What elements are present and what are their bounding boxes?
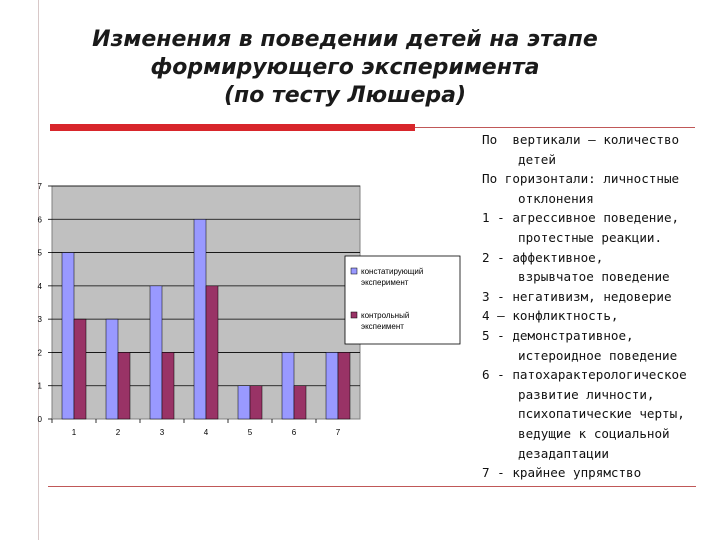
legend-label: констатирующий: [361, 267, 423, 276]
note-line: ведущие к социальной: [518, 425, 670, 441]
y-tick-label: 7: [38, 182, 43, 191]
x-tick-label: 7: [336, 428, 341, 437]
note-line: 3 - негативизм, недоверие: [482, 288, 672, 304]
note-line: развитие личности,: [518, 386, 655, 402]
bar-series-1: [281, 352, 295, 420]
bar-series-2: [117, 352, 131, 420]
x-tick-label: 2: [116, 428, 121, 437]
note-line: детей: [518, 151, 556, 167]
bar-series-2: [337, 352, 351, 420]
legend-swatch-1: [350, 267, 358, 275]
left-margin-line: [38, 0, 39, 540]
title-line-1: Изменения в поведении детей на этапе: [92, 27, 598, 52]
bar-series-2: [73, 318, 87, 420]
accent-bar: [50, 124, 415, 131]
note-line: дезадаптации: [518, 445, 609, 461]
note-line: 4 – конфликтность,: [482, 308, 619, 324]
divider-top: [415, 127, 695, 128]
note-line: психопатические черты,: [518, 406, 685, 422]
y-tick-label: 3: [38, 315, 43, 324]
x-tick-label: 5: [248, 428, 253, 437]
divider-bottom: [48, 486, 696, 487]
note-line: взрывчатое поведение: [518, 269, 670, 285]
y-tick-label: 6: [38, 215, 43, 224]
note-line: истероидное поведение: [518, 347, 678, 363]
x-tick-label: 6: [292, 428, 297, 437]
x-tick-label: 3: [160, 428, 165, 437]
bar-series-1: [193, 219, 207, 420]
bar-chart: 0 1 2 3 4 5 6 7 1 2 3 4 5 6 7 констатирующий эксперимент…: [38, 182, 461, 437]
legend-box: [344, 255, 461, 345]
bar-series-1: [105, 318, 119, 420]
bar-series-1: [325, 352, 339, 420]
bar-series-2: [293, 385, 307, 420]
x-tick-label: 1: [72, 428, 77, 437]
bar-series-1: [237, 385, 251, 420]
note-line: 5 - демонстративное,: [482, 327, 634, 343]
bar-series-1: [149, 285, 163, 420]
legend-notes: По вертикали – количество детей По горизон…: [482, 130, 714, 483]
bar-series-2: [161, 352, 175, 420]
note-line: протестные реакции.: [518, 229, 663, 245]
note-line: 2 - аффективное,: [482, 249, 604, 265]
bar-series-1: [61, 252, 75, 420]
y-tick-label: 5: [38, 249, 43, 258]
bar-series-2: [249, 385, 263, 420]
x-tick-label: 4: [204, 428, 209, 437]
y-tick-label: 2: [38, 348, 43, 357]
title-line-3: (по тесту Люшера): [223, 83, 467, 108]
legend-label: контрольный: [361, 311, 409, 320]
y-tick-label: 1: [38, 382, 43, 391]
legend-swatch-2: [350, 311, 358, 319]
y-tick-label: 4: [38, 282, 43, 291]
note-line: 1 - агрессивное поведение,: [482, 210, 680, 226]
note-line: 7 - крайнее упрямство: [482, 465, 642, 481]
y-tick-label: 0: [38, 415, 43, 424]
bar-series-2: [205, 285, 219, 420]
note-line: По горизонтали: личностные: [482, 171, 680, 187]
note-line: По вертикали – количество: [482, 132, 680, 147]
legend-label: экспеимент: [361, 322, 404, 331]
note-line: 6 - патохарактерологическое: [482, 367, 687, 383]
title-line-2: формирующего эксперимента: [150, 55, 540, 80]
legend-label: эксперимент: [361, 278, 409, 287]
page-title: Изменения в поведении детей на этапе фор…: [60, 26, 630, 110]
note-line: отклонения: [518, 190, 594, 206]
